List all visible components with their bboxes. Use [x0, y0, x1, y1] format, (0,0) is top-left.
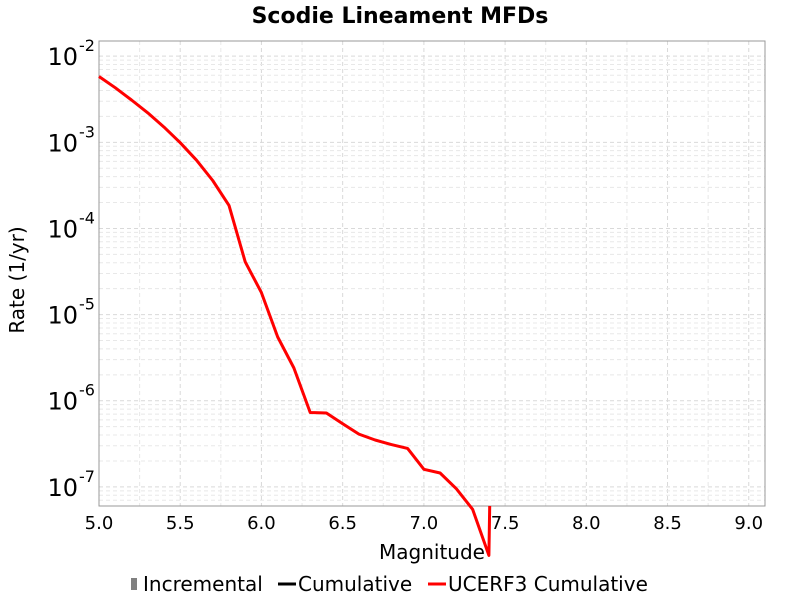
y-tick-exponent: -2	[79, 36, 95, 55]
y-axis-ticks: 10-210-310-410-510-610-7	[47, 36, 95, 502]
legend: Incremental Cumulative UCERF3 Cumulative	[131, 572, 648, 596]
x-tick-label: 7.5	[491, 513, 520, 534]
chart-title: Scodie Lineament MFDs	[252, 4, 549, 29]
plot-area	[98, 40, 766, 507]
y-tick-label: 10	[47, 43, 78, 71]
grid	[98, 41, 765, 507]
y-tick-exponent: -3	[79, 122, 95, 141]
x-tick-label: 8.0	[572, 513, 601, 534]
y-tick-exponent: -6	[79, 381, 95, 400]
x-tick-label: 5.0	[85, 513, 114, 534]
x-tick-label: 5.5	[166, 513, 195, 534]
x-tick-label: 9.0	[734, 513, 763, 534]
x-tick-label: 7.0	[410, 513, 439, 534]
x-tick-label: 6.5	[328, 513, 357, 534]
y-tick-label: 10	[47, 302, 78, 330]
x-tick-label: 6.0	[247, 513, 276, 534]
legend-label: UCERF3 Cumulative	[448, 572, 648, 596]
legend-swatch	[131, 578, 137, 590]
y-tick-label: 10	[47, 388, 78, 416]
legend-label: Incremental	[143, 572, 263, 596]
y-tick-exponent: -5	[79, 295, 95, 314]
series-line-ucerf3-cumulative	[98, 75, 492, 557]
x-axis-ticks: 5.0 5.5 6.0 6.5 7.0 7.5 8.0 8.5 9.0	[85, 513, 763, 534]
y-tick-exponent: -4	[79, 208, 95, 227]
series-layer	[98, 75, 492, 557]
x-tick-label: 8.5	[653, 513, 682, 534]
x-axis-label: Magnitude	[379, 540, 485, 564]
y-tick-label: 10	[47, 215, 78, 243]
y-axis-label: Rate (1/yr)	[5, 226, 29, 333]
legend-label: Cumulative	[298, 572, 412, 596]
y-tick-label: 10	[47, 129, 78, 157]
y-tick-label: 10	[47, 474, 78, 502]
y-tick-exponent: -7	[79, 467, 95, 486]
